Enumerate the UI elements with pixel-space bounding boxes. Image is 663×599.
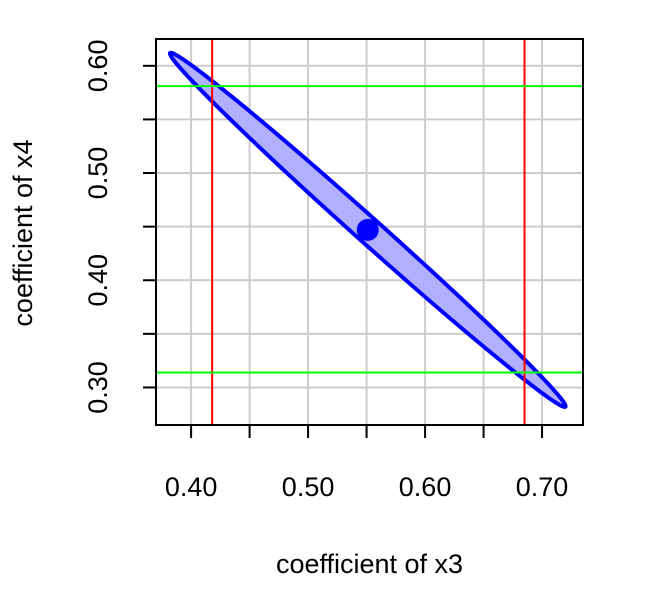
x-axis: 0.40 0.50 0.60 0.70	[165, 425, 569, 502]
x-tick-label-0: 0.40	[165, 472, 218, 502]
x-tick-label-3: 0.70	[516, 472, 569, 502]
point-estimate-marker	[356, 218, 379, 241]
x-tick-label-1: 0.50	[282, 472, 335, 502]
plot-box	[155, 38, 584, 426]
x-tick-label-2: 0.60	[399, 472, 452, 502]
reference-lines	[156, 39, 583, 425]
y-axis-title: coefficient of x4	[8, 139, 38, 326]
grid-lines	[156, 39, 583, 425]
y-tick-label-3: 0.60	[83, 40, 113, 93]
point-estimate	[356, 218, 379, 241]
y-axis: 0.30 0.40 0.50 0.60	[83, 40, 156, 414]
y-tick-label-2: 0.50	[83, 147, 113, 200]
y-tick-label-1: 0.40	[83, 254, 113, 307]
x-axis-title: coefficient of x3	[276, 549, 463, 579]
y-tick-label-0: 0.30	[83, 361, 113, 414]
